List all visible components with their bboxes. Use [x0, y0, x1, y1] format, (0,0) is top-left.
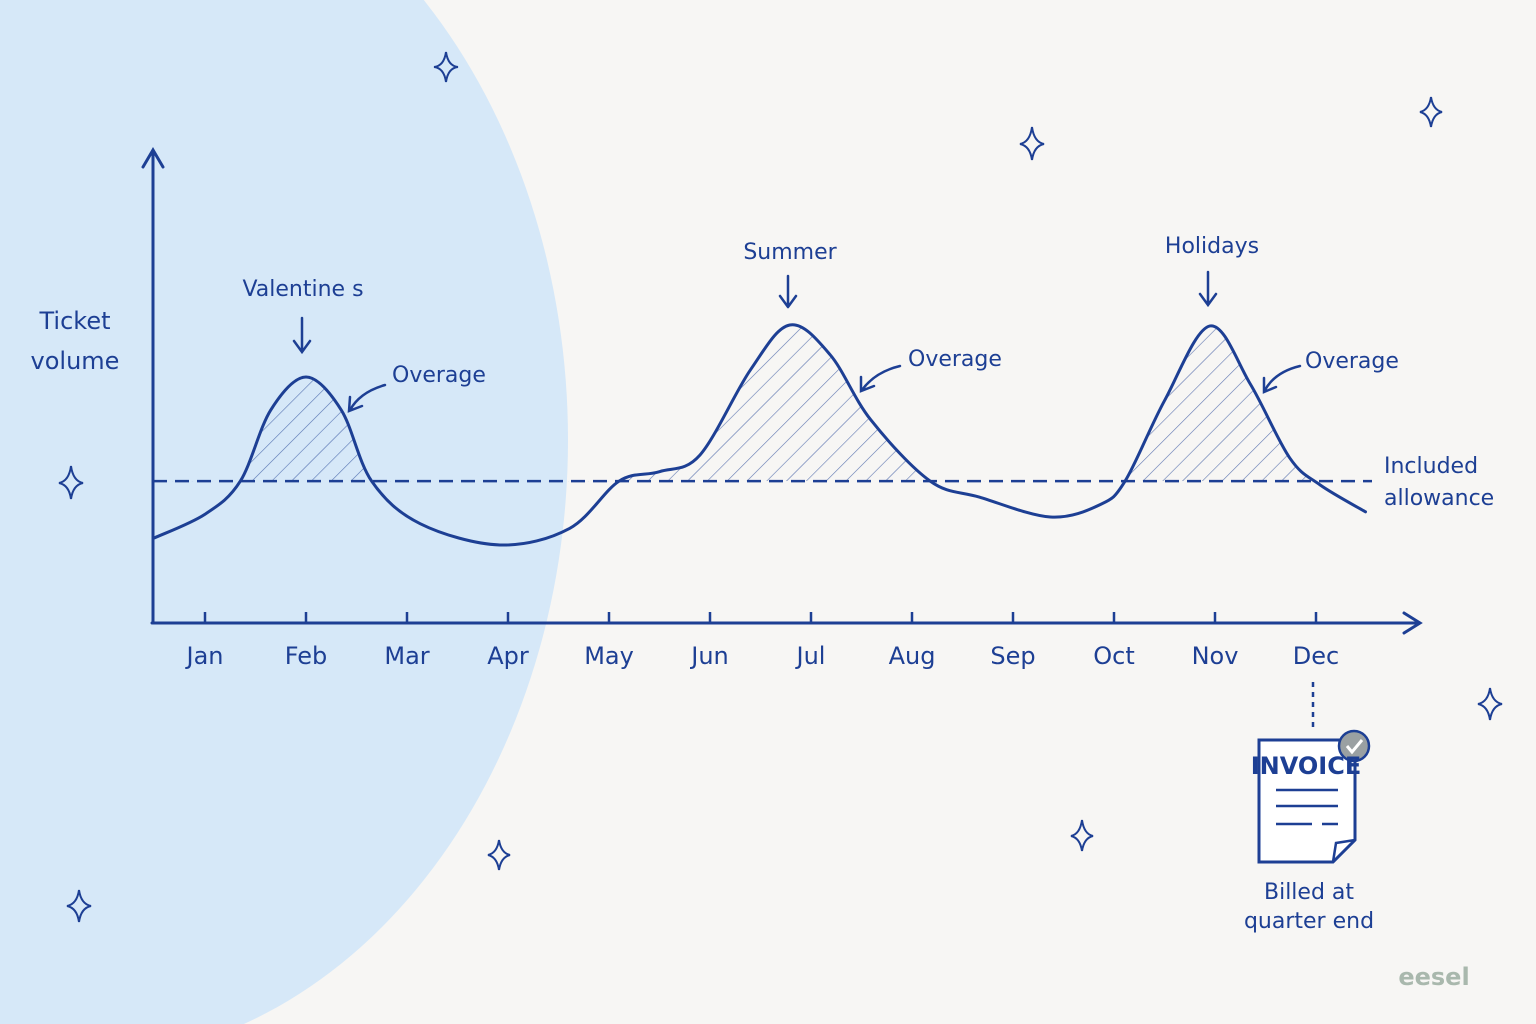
invoice-caption: Billed at	[1264, 880, 1354, 905]
overage-label: Overage	[1305, 349, 1399, 374]
stars	[58, 51, 1503, 923]
axes	[141, 147, 1423, 635]
x-tick-label: Nov	[1192, 642, 1239, 670]
overage-label: Overage	[908, 347, 1002, 372]
allowance-label: Included	[1384, 454, 1478, 479]
annotation-arrows	[292, 270, 1302, 413]
x-tick-label: Mar	[384, 642, 429, 670]
invoice-caption: quarter end	[1244, 909, 1374, 934]
x-tick-label: Feb	[285, 642, 328, 670]
overage-area	[154, 324, 1366, 482]
x-tick-label: Sep	[990, 642, 1035, 670]
x-tick-label: Dec	[1293, 642, 1339, 670]
x-tick-label: Jan	[185, 642, 224, 670]
volume-line	[153, 323, 1367, 547]
brand-logo: eesel	[1398, 963, 1469, 991]
backdrop-blob	[0, 0, 568, 1024]
annotation: Holidays	[1165, 234, 1259, 259]
invoice: INVOICE	[1251, 682, 1371, 864]
x-tick-label: Oct	[1093, 642, 1135, 670]
invoice-title: INVOICE	[1251, 752, 1362, 780]
overage-label: Overage	[392, 363, 486, 388]
x-tick-label: Jun	[689, 642, 729, 670]
x-tick-label: Apr	[487, 642, 529, 670]
x-tick-label: Aug	[889, 642, 936, 670]
y-axis-label: volume	[31, 347, 120, 375]
annotation: Valentine s	[242, 277, 363, 302]
x-tick-label: Jul	[795, 642, 826, 670]
allowance-label: allowance	[1384, 486, 1494, 511]
y-axis-label: Ticket	[38, 307, 110, 335]
annotation: Summer	[743, 240, 837, 265]
x-tick-label: May	[584, 642, 634, 670]
